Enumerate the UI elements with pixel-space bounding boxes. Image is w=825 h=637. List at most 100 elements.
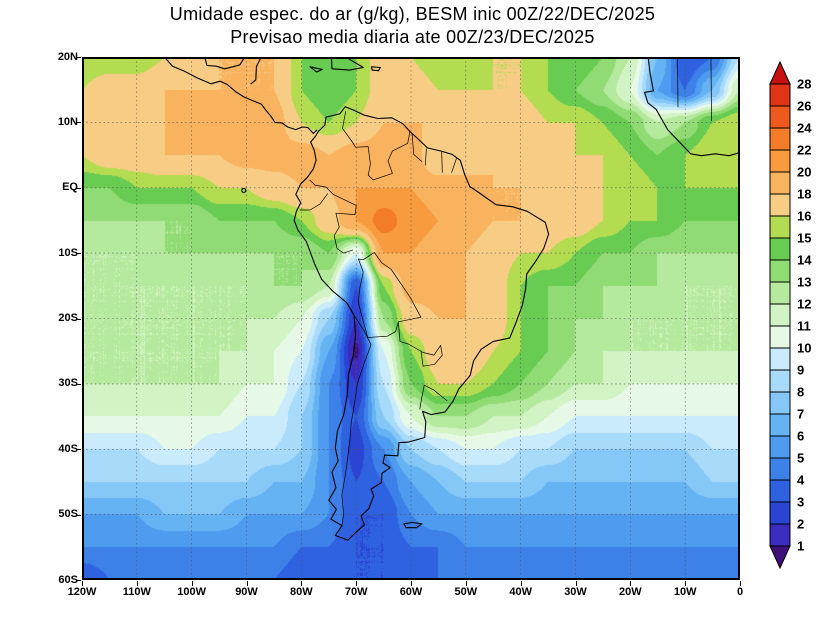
colorbar-segment xyxy=(769,435,791,459)
coastline-path xyxy=(163,57,318,135)
colorbar-top-cap xyxy=(769,60,791,85)
lon-tick-mark xyxy=(520,581,522,586)
colorbar-tick-label: 28 xyxy=(797,77,811,92)
country-border-path xyxy=(309,179,357,254)
colorbar: 28 26 24 22 20 18 16 15 14 13 12 11 10 9 8 7 6 5 4 3 2 1 xyxy=(769,60,812,570)
colorbar-tick-label: 3 xyxy=(797,495,804,510)
lat-tick-label: 30S xyxy=(58,377,78,390)
colorbar-tick-label: 10 xyxy=(797,341,811,356)
colorbar-segment xyxy=(769,413,791,437)
colorbar-segment xyxy=(769,501,791,525)
coastline-path xyxy=(293,106,550,541)
colorbar-tick-label: 22 xyxy=(797,143,811,158)
lat-tick-label: 20S xyxy=(58,312,78,324)
country-border-path xyxy=(342,111,411,181)
lat-tick-label: 20N xyxy=(57,50,78,63)
lon-tick-label: 70W xyxy=(344,586,368,598)
map-title: Umidade espec. do ar (g/kg), BESM inic 0… xyxy=(0,3,825,49)
lon-tick-mark xyxy=(301,581,303,586)
lat-tick-label: 50S xyxy=(58,508,78,521)
lon-tick-mark xyxy=(191,581,193,586)
lat-tick-label: 10N xyxy=(57,115,78,128)
colorbar-tick-label: 7 xyxy=(797,407,804,422)
map-overlay-svg xyxy=(82,57,740,580)
country-border-path xyxy=(451,158,457,173)
colorbar-segment xyxy=(769,237,791,261)
lat-tick-mark xyxy=(76,514,81,516)
lon-tick-label: 80W xyxy=(290,586,313,598)
colorbar-segment xyxy=(769,281,791,305)
colorbar-segment xyxy=(769,347,791,371)
colorbar-segment xyxy=(769,149,791,173)
galapagos-island xyxy=(241,187,247,193)
country-border-path xyxy=(424,148,427,166)
map-title-line1: Umidade espec. do ar (g/kg), BESM inic 0… xyxy=(169,4,656,24)
colorbar-tick-label: 16 xyxy=(797,209,811,224)
lat-tick-mark xyxy=(76,122,81,124)
colorbar-segment xyxy=(769,369,791,393)
colorbar-segment xyxy=(769,259,791,283)
map-title-line2: Previsao media diaria ate 00Z/23/DEC/202… xyxy=(230,27,595,47)
colorbar-tick-label: 20 xyxy=(797,165,811,180)
lat-tick-mark xyxy=(76,318,81,320)
lon-tick-mark xyxy=(136,581,138,586)
colorbar-tick-label: 18 xyxy=(797,187,811,202)
lat-tick-mark xyxy=(76,253,81,255)
coastline-path xyxy=(309,66,323,73)
colorbar-segment xyxy=(769,83,791,107)
coastline-path xyxy=(204,57,262,85)
lat-tick-mark xyxy=(76,449,81,451)
colorbar-segment xyxy=(769,215,791,239)
country-border-path xyxy=(411,133,423,162)
lon-tick-mark xyxy=(411,581,412,586)
colorbar-tick-label: 15 xyxy=(797,231,811,246)
colorbar-segment xyxy=(769,303,791,327)
coastline-path xyxy=(330,57,364,71)
lon-tick-mark xyxy=(356,581,358,586)
map-frame xyxy=(82,57,740,580)
colorbar-tick-label: 13 xyxy=(797,275,811,290)
lon-tick-mark xyxy=(465,581,467,586)
country-border-path xyxy=(677,57,679,108)
lon-tick-label: 10W xyxy=(673,586,697,598)
lon-tick-mark xyxy=(740,581,741,586)
lon-tick-label: 20W xyxy=(619,586,642,598)
country-border-path xyxy=(358,252,422,338)
colorbar-tick-label: 4 xyxy=(797,473,805,488)
colorbar-segment xyxy=(769,479,791,503)
lat-tick-mark xyxy=(76,383,81,385)
colorbar-tick-label: 5 xyxy=(797,451,804,466)
lat-tick-label: 40S xyxy=(58,442,78,455)
lat-tick-label: EQ xyxy=(62,181,78,194)
lon-tick-label: 100W xyxy=(177,586,207,598)
colorbar-segment xyxy=(769,193,791,217)
colorbar-segment xyxy=(769,457,791,481)
lon-tick-mark xyxy=(685,581,687,586)
country-border-path xyxy=(710,57,712,122)
lon-tick-mark xyxy=(630,581,632,586)
colorbar-tick-label: 6 xyxy=(797,429,804,444)
lat-tick-mark xyxy=(76,187,81,189)
lat-tick-label: 60S xyxy=(58,573,78,586)
country-border-path xyxy=(299,193,328,211)
country-border-path xyxy=(419,384,448,410)
lon-tick-label: 120W xyxy=(67,586,97,598)
country-border-path xyxy=(341,315,372,526)
lon-tick-label: 30W xyxy=(564,586,587,598)
colorbar-segment xyxy=(769,105,791,129)
lon-tick-label: 0 xyxy=(736,586,744,598)
map-plot-area xyxy=(82,57,740,580)
colorbar-segment xyxy=(769,127,791,151)
colorbar-tick-label: 8 xyxy=(797,385,804,400)
coastline-path xyxy=(403,521,423,529)
colorbar-tick-label: 9 xyxy=(797,363,804,378)
lon-tick-label: 90W xyxy=(235,586,258,598)
coastline-path xyxy=(370,66,381,72)
country-border-path xyxy=(441,151,443,173)
colorbar-segment xyxy=(769,325,791,349)
lat-tick-label: 10S xyxy=(58,246,78,259)
colorbar-bottom-cap xyxy=(769,545,791,570)
lat-tick-mark xyxy=(76,580,81,581)
colorbar-tick-label: 12 xyxy=(797,297,811,312)
colorbar-tick-label: 11 xyxy=(797,319,811,334)
